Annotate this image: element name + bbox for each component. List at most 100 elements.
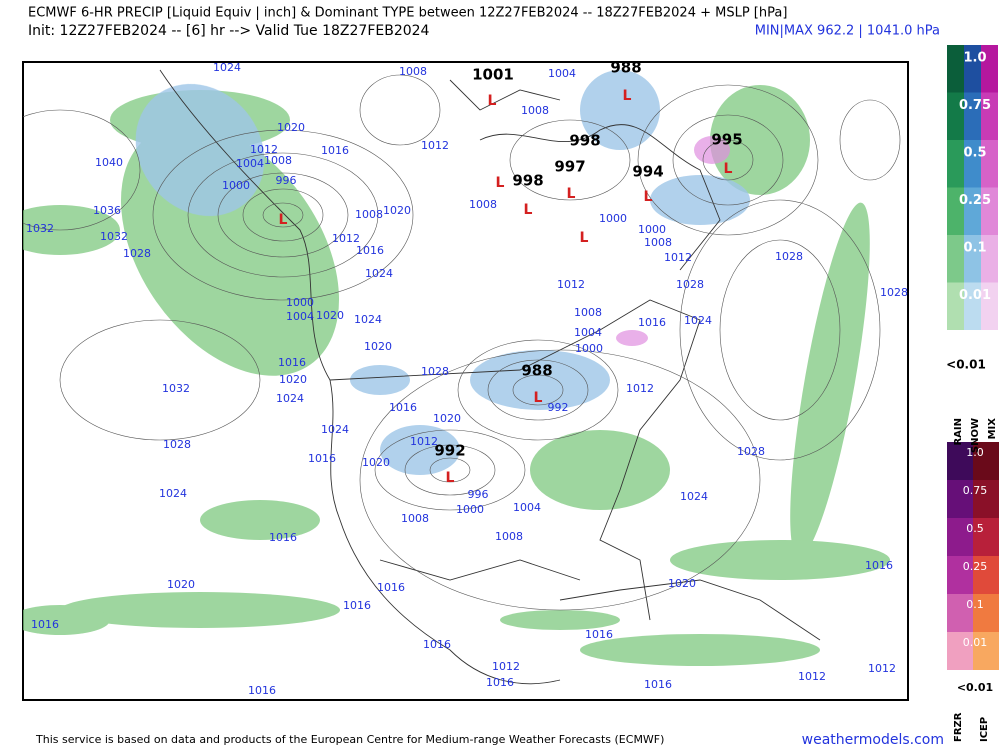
- isobar-label: 1024: [321, 423, 349, 436]
- isobar-label: 1016: [644, 678, 672, 691]
- pressure-center: 988: [521, 362, 552, 380]
- isobar-label: 1008: [399, 65, 427, 78]
- isobar-label: 996: [276, 174, 297, 187]
- isobar-label: 1024: [276, 392, 304, 405]
- legend-swatch: [964, 92, 981, 140]
- isobar-label: 1000: [222, 179, 250, 192]
- isobar-label: 1024: [213, 61, 241, 74]
- legend-level: 1.0: [963, 51, 986, 66]
- isobar-label: 1004: [574, 326, 602, 339]
- low-marker: L: [446, 470, 455, 486]
- legend-swatch: [947, 442, 973, 480]
- isobar-label: 1016: [356, 244, 384, 257]
- isobar-label: 1016: [389, 401, 417, 414]
- isobar-label: 1040: [95, 156, 123, 169]
- isobar-label: 1008: [644, 236, 672, 249]
- isobar-label: 1032: [100, 230, 128, 243]
- isobar-label: 992: [548, 401, 569, 414]
- legend-swatch: [947, 556, 973, 594]
- pressure-center: 994: [632, 163, 663, 181]
- legend-swatch: [964, 187, 981, 235]
- isobar-label: 1028: [775, 250, 803, 263]
- legend-swatch: [981, 282, 998, 330]
- isobar-label: 1016: [638, 316, 666, 329]
- legend-level: 0.01: [959, 288, 991, 303]
- precip-type: SNOW: [970, 418, 981, 453]
- isobar-label: 1020: [668, 577, 696, 590]
- isobar-label: 1004: [236, 157, 264, 170]
- precip-type: MIX: [987, 418, 998, 440]
- pressure-center: 998: [512, 172, 543, 190]
- legend-swatch: [981, 140, 998, 188]
- legend-swatch: [947, 632, 973, 670]
- legend-swatch: [947, 45, 964, 93]
- low-marker: L: [279, 212, 288, 228]
- isobar-label: 1020: [316, 309, 344, 322]
- isobar-label: 1012: [798, 670, 826, 683]
- low-marker: L: [488, 93, 497, 109]
- isobar-label: 1008: [469, 198, 497, 211]
- isobar-label: 1016: [248, 684, 276, 697]
- map-features: [23, 69, 901, 685]
- legend-swatch: [947, 92, 964, 140]
- isobar-label: 1020: [362, 456, 390, 469]
- isobar-label: 1008: [355, 208, 383, 221]
- minmax: MIN|MAX 962.2 | 1041.0 hPa: [755, 24, 940, 39]
- legend-swatch: [973, 442, 999, 480]
- legend-level: 0.75: [963, 484, 988, 497]
- isobar-label: 1020: [279, 373, 307, 386]
- legend-swatch: [973, 518, 999, 556]
- pressure-center: 995: [711, 131, 742, 149]
- pressure-center: 998: [569, 132, 600, 150]
- isobar-label: 1008: [401, 512, 429, 525]
- legend-level: 0.5: [966, 522, 984, 535]
- legend-swatch: [981, 45, 998, 93]
- isobar-label: 1016: [585, 628, 613, 641]
- isobar-label: 1032: [162, 382, 190, 395]
- isobar-label: 1024: [684, 314, 712, 327]
- isobar-label: 996: [468, 488, 489, 501]
- isobar-label: 1008: [264, 154, 292, 167]
- legend-swatch: [947, 140, 964, 188]
- legend-swatch: [947, 594, 973, 632]
- low-marker: L: [623, 88, 632, 104]
- isobar-label: 1000: [638, 223, 666, 236]
- legend-swatch: [947, 518, 973, 556]
- isobar-label: 1028: [737, 445, 765, 458]
- legend-level: 0.1: [966, 598, 984, 611]
- low-marker: L: [567, 186, 576, 202]
- isobar-label: 1012: [250, 143, 278, 156]
- isobar-label: 1028: [676, 278, 704, 291]
- isobar-label: 1016: [865, 559, 893, 572]
- isobar-label: 1008: [495, 530, 523, 543]
- subtitle: Init: 12Z27FEB2024 -- [6] hr --> Valid T…: [28, 23, 430, 39]
- legend-swatch: [973, 594, 999, 632]
- legend-swatch: [981, 92, 998, 140]
- precip-type: RAIN: [953, 418, 964, 446]
- isobar-label: 1016: [343, 599, 371, 612]
- isobar-label: 1004: [513, 501, 541, 514]
- isobar-label: 1020: [433, 412, 461, 425]
- legend-swatch: [947, 187, 964, 235]
- isobar-label: 1028: [421, 365, 449, 378]
- isobar-label: 1016: [269, 531, 297, 544]
- low-marker: L: [496, 175, 505, 191]
- isobar-label: 1028: [163, 438, 191, 451]
- isobar-label: 1000: [456, 503, 484, 516]
- low-marker: L: [580, 230, 589, 246]
- isobar-label: 1000: [286, 296, 314, 309]
- legend-swatch: [981, 187, 998, 235]
- legend-swatch: [947, 480, 973, 518]
- pressure-center: 992: [434, 442, 465, 460]
- isobar-label: 1008: [574, 306, 602, 319]
- isobar-label: 1024: [365, 267, 393, 280]
- legend-min: <0.01: [957, 681, 993, 694]
- isobar-label: 1012: [421, 139, 449, 152]
- site-link[interactable]: weathermodels.com: [802, 732, 944, 748]
- isobar-label: 1016: [308, 452, 336, 465]
- isobar-label: 1020: [364, 340, 392, 353]
- legend-level: 0.25: [963, 560, 988, 573]
- low-marker: L: [524, 202, 533, 218]
